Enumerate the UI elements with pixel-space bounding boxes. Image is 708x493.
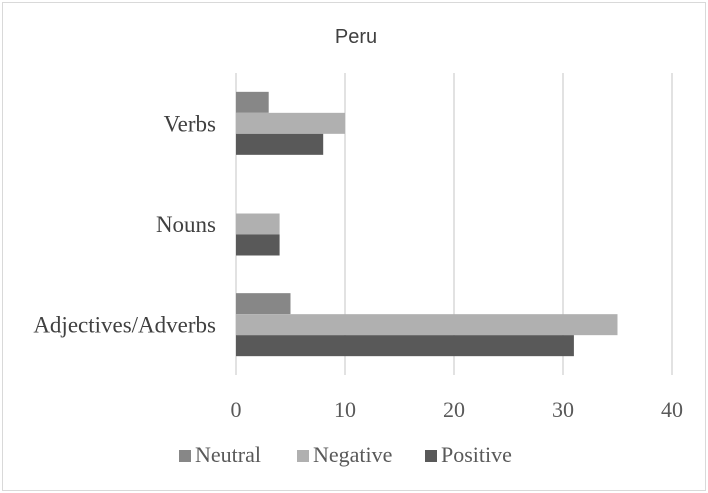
x-tick-label: 30 bbox=[552, 397, 574, 422]
legend: Neutral Negative Positive bbox=[179, 442, 512, 467]
x-tick-label: 0 bbox=[231, 397, 242, 422]
legend-swatch-positive bbox=[425, 450, 437, 462]
category-label: Nouns bbox=[156, 212, 216, 237]
chart-title: Peru bbox=[335, 26, 377, 48]
bar-positive-verbs bbox=[236, 133, 324, 155]
legend-label-neutral: Neutral bbox=[195, 442, 261, 467]
bars bbox=[236, 91, 618, 357]
bar-positive-nouns bbox=[236, 234, 280, 256]
legend-label-positive: Positive bbox=[441, 442, 512, 467]
x-tick-label: 40 bbox=[661, 397, 683, 422]
x-tick-label: 10 bbox=[334, 397, 356, 422]
category-label: Verbs bbox=[164, 111, 216, 136]
legend-swatch-negative bbox=[297, 450, 309, 462]
bar-negative-verbs bbox=[236, 112, 345, 134]
legend-label-negative: Negative bbox=[313, 442, 392, 467]
x-tick-label: 20 bbox=[443, 397, 465, 422]
axes: Verbs Nouns Adjectives/Adverbs 0 10 20 30 40 bbox=[33, 111, 683, 422]
bar-negative-adjectives-adverbs bbox=[236, 314, 618, 336]
bar-negative-nouns bbox=[236, 213, 280, 235]
category-label: Adjectives/Adverbs bbox=[33, 313, 216, 338]
legend-swatch-neutral bbox=[179, 450, 191, 462]
bar-neutral-verbs bbox=[236, 91, 269, 113]
bar-chart: Peru Verbs Nouns Adjectives/Adverbs 0 10 20 30… bbox=[33, 26, 683, 467]
bar-neutral-adjectives-adverbs bbox=[236, 293, 291, 315]
bar-positive-adjectives-adverbs bbox=[236, 335, 574, 357]
